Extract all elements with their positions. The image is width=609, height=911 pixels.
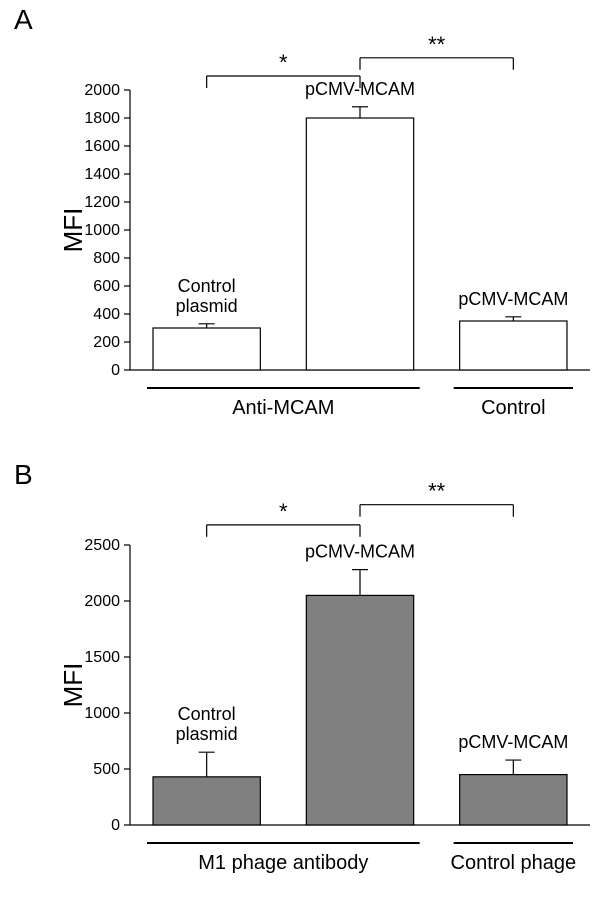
- panel-a-chart: 0 200 400 600 800 1000 1200 1400 1600 1800 2000 MFI…: [60, 20, 600, 445]
- panel-b: B 0 500 1000 1500 2000 2500 MFI Controlplasmid p…: [0, 455, 609, 911]
- svg-text:**: **: [428, 479, 446, 504]
- panel-a-label: A: [14, 4, 33, 36]
- svg-text:M1 phage antibody: M1 phage antibody: [198, 852, 368, 874]
- svg-text:600: 600: [93, 278, 120, 295]
- svg-text:plasmid: plasmid: [176, 724, 238, 744]
- svg-text:**: **: [428, 32, 446, 57]
- svg-text:2000: 2000: [84, 82, 120, 99]
- svg-text:500: 500: [93, 761, 120, 778]
- svg-text:1500: 1500: [84, 649, 120, 666]
- svg-text:pCMV-MCAM: pCMV-MCAM: [458, 289, 568, 309]
- svg-text:400: 400: [93, 306, 120, 323]
- panel-b-label: B: [14, 459, 33, 491]
- figure-page: A 0 200 400 600 800 1000 1200 1400 1600 1800 2000 M…: [0, 0, 609, 911]
- svg-text:1200: 1200: [84, 194, 120, 211]
- svg-text:*: *: [279, 50, 288, 75]
- svg-text:pCMV-MCAM: pCMV-MCAM: [458, 732, 568, 752]
- svg-text:2500: 2500: [84, 537, 120, 554]
- svg-text:1000: 1000: [84, 705, 120, 722]
- svg-text:200: 200: [93, 334, 120, 351]
- svg-text:0: 0: [111, 362, 120, 379]
- panel-b-chart: 0 500 1000 1500 2000 2500 MFI Controlplasmid pCM…: [60, 475, 600, 900]
- svg-text:Control: Control: [178, 704, 236, 724]
- svg-text:MFI: MFI: [58, 663, 88, 708]
- svg-text:Control: Control: [481, 397, 545, 419]
- svg-text:0: 0: [111, 817, 120, 834]
- svg-text:plasmid: plasmid: [176, 296, 238, 316]
- svg-text:Control: Control: [178, 276, 236, 296]
- svg-text:Control phage: Control phage: [451, 852, 577, 874]
- svg-text:pCMV-MCAM: pCMV-MCAM: [305, 542, 415, 562]
- svg-text:1600: 1600: [84, 138, 120, 155]
- svg-text:MFI: MFI: [58, 208, 88, 253]
- svg-text:2000: 2000: [84, 593, 120, 610]
- panel-a: A 0 200 400 600 800 1000 1200 1400 1600 1800 2000 M…: [0, 0, 609, 455]
- svg-text:1800: 1800: [84, 110, 120, 127]
- svg-text:800: 800: [93, 250, 120, 267]
- svg-text:1400: 1400: [84, 166, 120, 183]
- svg-text:*: *: [279, 499, 288, 524]
- svg-text:1000: 1000: [84, 222, 120, 239]
- svg-text:Anti-MCAM: Anti-MCAM: [232, 397, 334, 419]
